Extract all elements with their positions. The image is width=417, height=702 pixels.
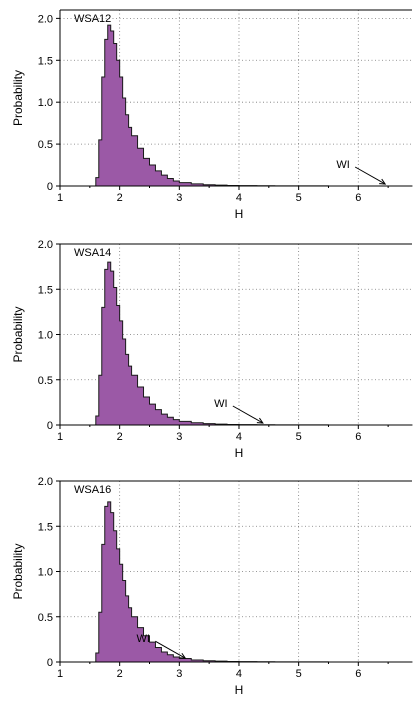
y-tick-label: 0 [47, 181, 53, 193]
wi-arrow-line [232, 405, 264, 424]
y-tick-label: 1.0 [38, 97, 53, 109]
y-tick-label: 0.5 [38, 612, 53, 624]
histogram-area [92, 261, 413, 426]
x-tick-label: 6 [355, 668, 361, 680]
wi-arrow-head [179, 652, 187, 659]
chart-panel-1: 1 2 3 4 5 6 0 0.5 1.0 1.5 2.0 H Probability WSA12 WI [11, 9, 413, 221]
x-tick-label: 5 [296, 668, 302, 680]
y-tick-label: 1.5 [38, 55, 53, 67]
wi-arrow-line [155, 640, 186, 659]
wi-arrow-line [354, 166, 386, 185]
x-tick-label: 3 [176, 668, 182, 680]
x-tick-label: 3 [176, 192, 182, 204]
x-tick-label: 2 [117, 668, 123, 680]
y-tick-label: 0.5 [38, 139, 53, 151]
x-tick-label: 6 [355, 192, 361, 204]
y-tick-label: 2.0 [38, 476, 53, 488]
x-axis-label: H [235, 207, 244, 221]
x-tick-label: 3 [176, 431, 182, 443]
x-tick-label: 4 [236, 431, 242, 443]
wi-annotation: WI [336, 159, 349, 171]
y-tick-label: 2.0 [38, 239, 53, 251]
x-axis-label: H [235, 683, 244, 697]
x-tick-label: 5 [296, 192, 302, 204]
wi-annotation: WI [137, 633, 150, 645]
histogram-area [92, 24, 413, 187]
y-tick-label: 0 [47, 657, 53, 669]
x-tick-label: 2 [117, 431, 123, 443]
y-axis-label: Probability [11, 543, 25, 599]
y-tick-label: 1.5 [38, 284, 53, 296]
y-tick-label: 1.0 [38, 330, 53, 342]
wi-annotation: WI [214, 398, 227, 410]
chart-panel-3: 1 2 3 4 5 6 0 0.5 1.0 1.5 2.0 H Probability WSA16 WI [11, 476, 413, 697]
y-axis-label: Probability [11, 306, 25, 362]
chart-panel-2: 1 2 3 4 5 6 0 0.5 1.0 1.5 2.0 H Probability WSA14 WI [11, 239, 413, 460]
x-tick-label: 6 [355, 431, 361, 443]
x-tick-label: 1 [57, 192, 63, 204]
x-tick-label: 4 [236, 192, 242, 204]
x-tick-label: 4 [236, 668, 242, 680]
y-tick-label: 2.0 [38, 13, 53, 25]
y-tick-label: 1.5 [38, 521, 53, 533]
wi-arrow-head [379, 178, 387, 185]
x-axis-label: H [235, 446, 244, 460]
x-tick-label: 1 [57, 668, 63, 680]
x-tick-label: 2 [117, 192, 123, 204]
x-tick-label: 5 [296, 431, 302, 443]
wi-arrow-head [256, 417, 264, 424]
y-axis-label: Probability [11, 70, 25, 126]
x-tick-label: 1 [57, 431, 63, 443]
panel-label: WSA14 [74, 247, 111, 259]
y-tick-label: 0 [47, 420, 53, 432]
y-tick-label: 1.0 [38, 567, 53, 579]
y-tick-label: 0.5 [38, 375, 53, 387]
panel-label: WSA16 [74, 484, 111, 496]
panel-label: WSA12 [74, 13, 111, 25]
